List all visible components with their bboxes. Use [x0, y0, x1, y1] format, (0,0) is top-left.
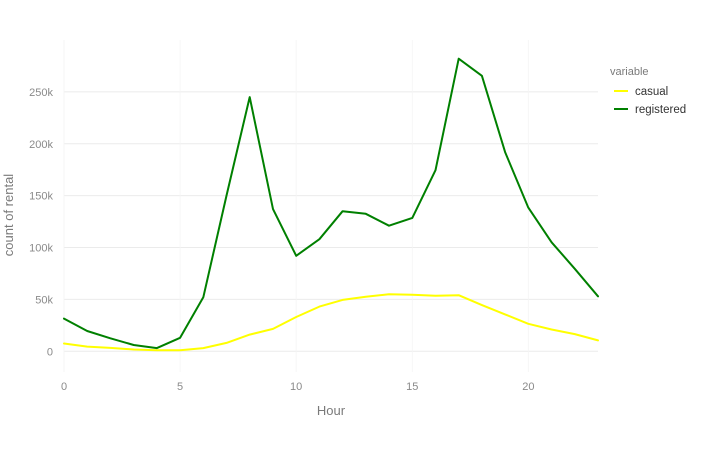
x-tick-label: 15 [406, 381, 418, 393]
y-axis-ticks: 0 50k 100k 150k 200k 250k [29, 87, 53, 358]
x-axis-title: Hour [317, 403, 346, 418]
x-tick-label: 0 [61, 381, 67, 393]
series-lines [63, 57, 599, 352]
grid-lines [63, 40, 598, 372]
legend-label-casual: casual [635, 86, 668, 98]
y-tick-label: 150k [29, 191, 53, 203]
y-axis-title: count of rental [1, 174, 16, 256]
y-tick-label: 100k [29, 243, 53, 255]
legend-label-registered: registered [635, 104, 686, 116]
y-tick-label: 0 [47, 346, 53, 358]
x-axis-ticks: 0 5 10 15 20 [61, 381, 535, 393]
x-tick-label: 20 [522, 381, 534, 393]
x-tick-label: 10 [290, 381, 302, 393]
y-tick-label: 200k [29, 139, 53, 151]
x-tick-label: 5 [177, 381, 183, 393]
legend-title: variable [610, 66, 649, 78]
y-tick-label: 250k [29, 87, 53, 99]
series-line-registered [63, 57, 599, 350]
legend: variable casual registered [610, 66, 686, 116]
y-tick-label: 50k [35, 294, 53, 306]
series-line-casual [63, 293, 599, 352]
